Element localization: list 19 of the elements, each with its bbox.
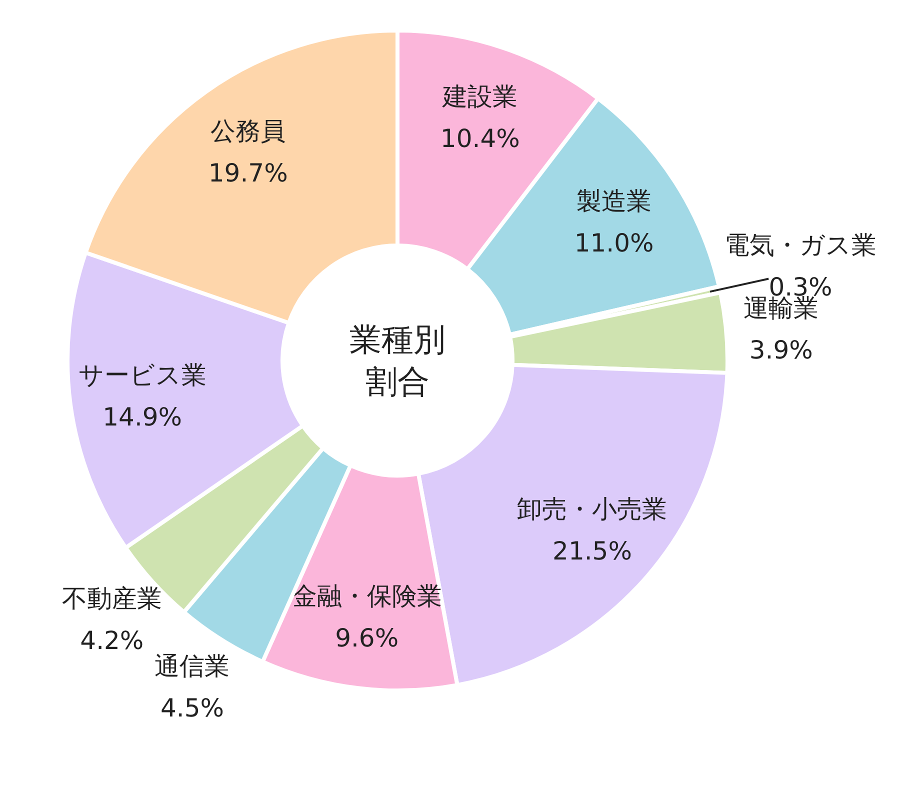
slice-label: 公務員 xyxy=(210,116,286,146)
data-label: 11.0% xyxy=(574,228,654,258)
data-label: 10.4% xyxy=(440,124,520,154)
data-label: 4.2% xyxy=(80,626,144,656)
data-label: 9.6% xyxy=(335,624,399,653)
data-label: 3.9% xyxy=(749,335,813,364)
slice-label: サービス業 xyxy=(78,360,206,390)
data-label: 19.7% xyxy=(208,158,288,188)
data-label: 14.9% xyxy=(102,402,182,432)
data-label: 21.5% xyxy=(552,536,632,566)
slice-label: 卸売・小売業 xyxy=(517,494,668,524)
slice-label: 通信業 xyxy=(154,652,230,681)
text: 業種別割合 xyxy=(350,320,446,400)
data-label: 4.5% xyxy=(160,694,224,723)
slice-label: 不動産業 xyxy=(62,584,162,614)
slice-label: 電気・ガス業 xyxy=(724,230,876,260)
slice-label: 金融・保険業 xyxy=(292,582,442,611)
slice-label: 製造業 xyxy=(576,186,652,216)
slice-label: 建設業 xyxy=(442,82,518,112)
